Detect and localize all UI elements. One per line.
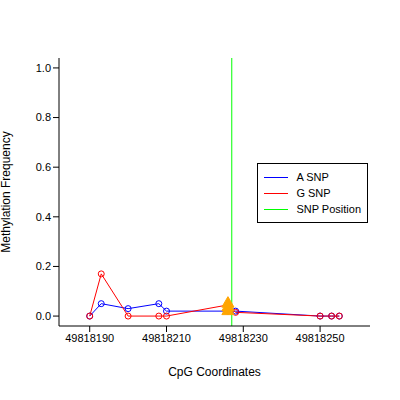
svg-text:Methylation Frequency: Methylation Frequency [8, 131, 13, 252]
html-text:A SNP: A SNP [296, 171, 329, 183]
svg-text:CpG Coordinates: CpG Coordinates [168, 365, 261, 379]
svg-text:0.0: 0.0 [36, 310, 51, 322]
svg-text:0.6: 0.6 [36, 161, 51, 173]
svg-text:0.8: 0.8 [36, 111, 51, 123]
svg-text:49818230: 49818230 [219, 332, 268, 344]
svg-text:1.0: 1.0 [36, 62, 51, 74]
svg-text:49818190: 49818190 [65, 332, 114, 344]
html-text:SNP Position: SNP Position [296, 203, 361, 215]
svg-text:49818250: 49818250 [296, 332, 345, 344]
html-text:G SNP: G SNP [296, 187, 331, 199]
svg-text:0.4: 0.4 [36, 211, 51, 223]
svg-text:49818210: 49818210 [142, 332, 191, 344]
svg-text:0.2: 0.2 [36, 260, 51, 272]
